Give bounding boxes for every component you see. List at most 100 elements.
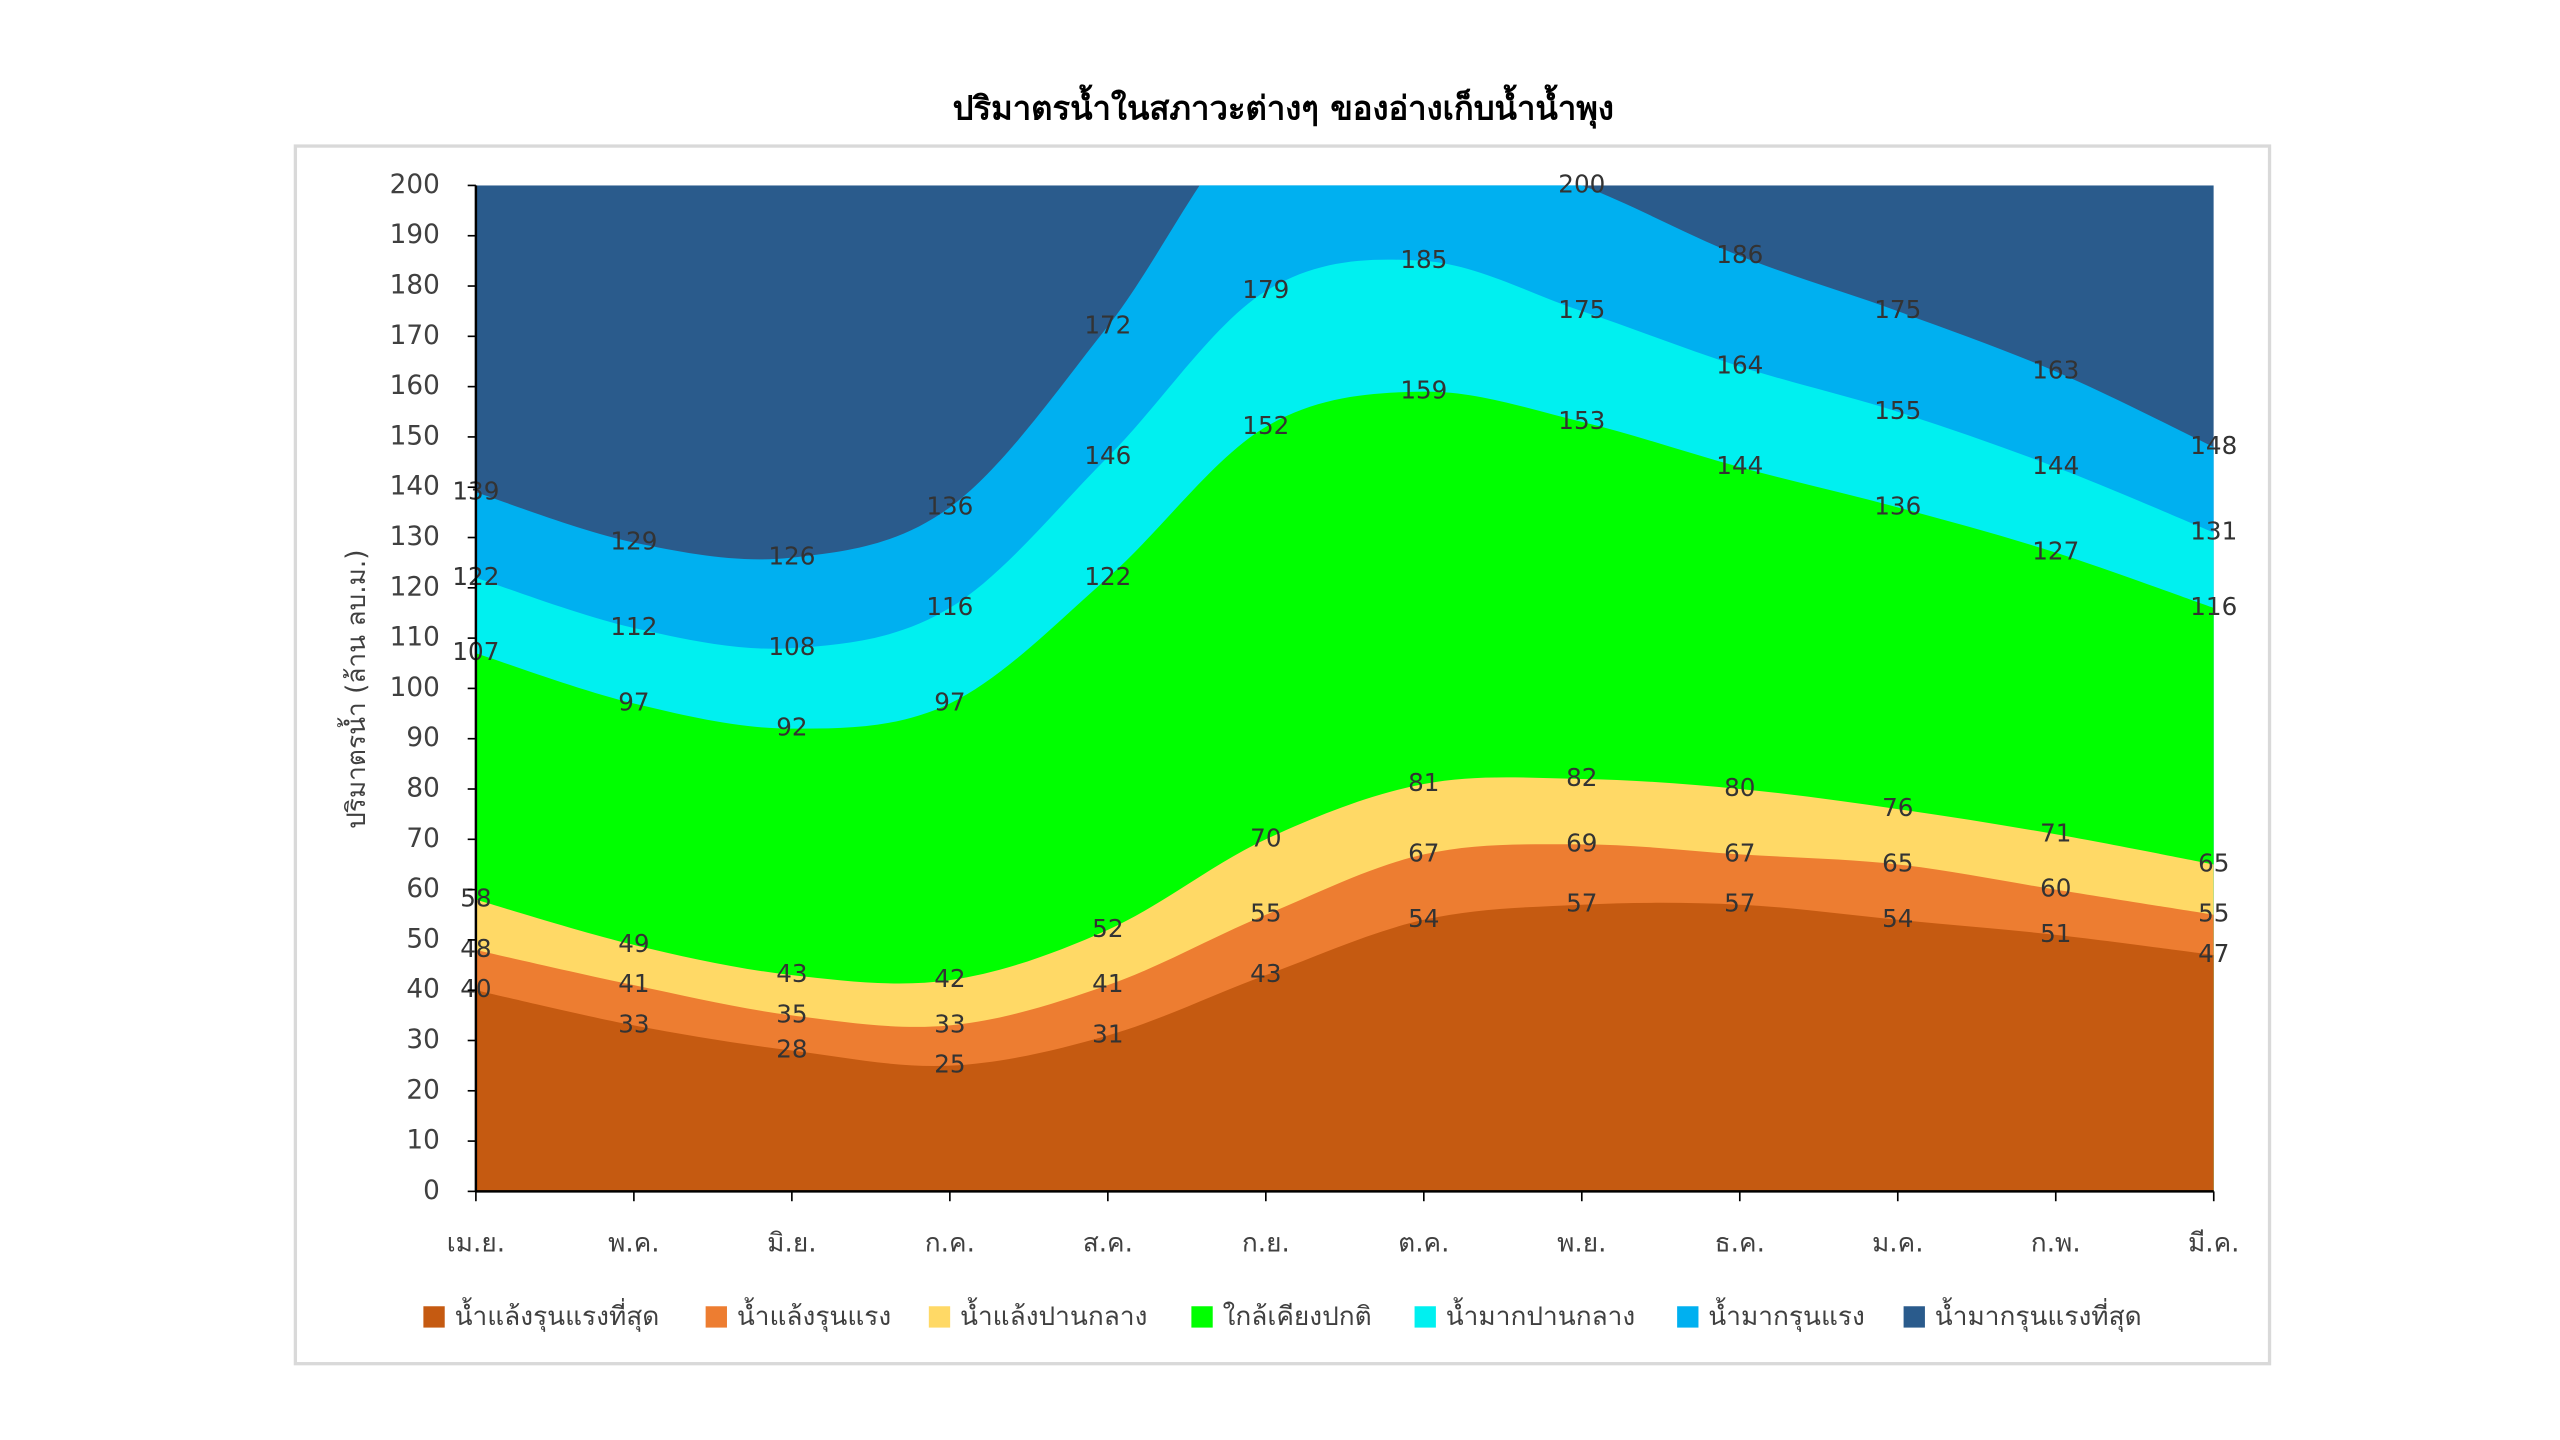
x-tick-label: มิ.ย. — [767, 1228, 816, 1258]
y-tick-label: 30 — [406, 1025, 439, 1055]
legend-label: ใกล้เคียงปกติ — [1223, 1301, 1372, 1332]
x-tick-label: ม.ค. — [1872, 1228, 1924, 1258]
legend-swatch — [928, 1306, 951, 1328]
data-label: 67 — [1408, 838, 1439, 867]
x-tick-label: ธ.ค. — [1715, 1228, 1765, 1258]
x-tick-label: ต.ค. — [1398, 1228, 1449, 1258]
x-tick-label: ก.พ. — [2031, 1228, 2081, 1258]
data-label: 60 — [2040, 874, 2071, 903]
y-tick-label: 200 — [390, 170, 440, 200]
data-label: 65 — [2198, 848, 2229, 877]
legend-swatch — [1414, 1306, 1436, 1328]
data-label: 163 — [2032, 356, 2079, 385]
data-label: 31 — [1092, 1019, 1123, 1048]
y-tick-label: 190 — [390, 220, 440, 250]
data-label: 108 — [768, 632, 815, 661]
data-label: 129 — [610, 527, 657, 556]
data-label: 92 — [776, 713, 807, 742]
legend-swatch — [705, 1306, 727, 1328]
y-tick-label: 70 — [406, 824, 439, 854]
data-label: 25 — [934, 1050, 965, 1079]
legend-swatch — [1677, 1306, 1699, 1328]
data-label: 43 — [1250, 959, 1281, 988]
data-label: 71 — [2040, 818, 2071, 847]
legend-label: น้ำมากรุนแรงที่สุด — [1935, 1297, 2142, 1332]
x-tick-label: ก.ย. — [1242, 1228, 1290, 1258]
data-label: 200 — [1558, 169, 1605, 198]
data-label: 175 — [1874, 295, 1921, 324]
data-label: 28 — [776, 1035, 807, 1064]
data-label: 164 — [1716, 351, 1763, 380]
data-label: 43 — [776, 959, 807, 988]
data-label: 70 — [1250, 823, 1281, 852]
data-label: 97 — [934, 687, 965, 716]
data-label: 41 — [618, 969, 649, 998]
data-label: 54 — [1882, 904, 1913, 933]
data-label: 185 — [1400, 245, 1447, 274]
data-label: 116 — [926, 592, 973, 621]
data-label: 136 — [1874, 491, 1921, 520]
y-tick-label: 110 — [390, 623, 440, 653]
y-tick-label: 90 — [406, 723, 439, 753]
data-label: 80 — [1724, 773, 1755, 802]
chart-title: ปริมาตรน้ำในสภาวะต่างๆ ของอ่างเก็บน้ำน้ำ… — [953, 83, 1614, 129]
legend-swatch — [1191, 1306, 1213, 1328]
data-label: 146 — [1084, 441, 1131, 470]
data-label: 122 — [1084, 562, 1131, 591]
data-label: 52 — [1092, 914, 1123, 943]
data-label: 57 — [1724, 889, 1755, 918]
y-tick-label: 150 — [390, 421, 440, 451]
x-tick-label: ก.ค. — [925, 1228, 975, 1258]
data-label: 47 — [2198, 939, 2229, 968]
y-tick-label: 60 — [406, 874, 439, 904]
legend-label: น้ำมากรุนแรง — [1708, 1297, 1865, 1332]
data-label: 67 — [1724, 838, 1755, 867]
y-tick-label: 100 — [390, 673, 440, 703]
y-tick-label: 180 — [390, 271, 440, 301]
data-label: 82 — [1566, 763, 1597, 792]
y-tick-label: 140 — [390, 472, 440, 502]
y-axis-label: ปริมาตรน้ำ (ล้าน ลบ.ม.) — [337, 550, 372, 829]
legend-swatch — [1903, 1306, 1925, 1328]
data-label: 172 — [1084, 310, 1131, 339]
y-tick-label: 80 — [406, 774, 439, 804]
x-tick-label: พ.ย. — [1557, 1228, 1606, 1258]
y-tick-label: 10 — [406, 1126, 439, 1156]
data-label: 152 — [1242, 411, 1289, 440]
data-label: 179 — [1242, 275, 1289, 304]
data-label: 159 — [1400, 376, 1447, 405]
legend-label: น้ำมากปานกลาง — [1446, 1297, 1636, 1332]
x-tick-label: มี.ค. — [2188, 1228, 2240, 1258]
y-tick-label: 120 — [390, 572, 440, 602]
data-label: 65 — [1882, 848, 1913, 877]
data-label: 112 — [610, 612, 657, 641]
data-label: 69 — [1566, 828, 1597, 857]
data-label: 153 — [1558, 406, 1605, 435]
data-label: 76 — [1882, 793, 1913, 822]
data-label: 148 — [2190, 431, 2237, 460]
data-label: 51 — [2040, 919, 2071, 948]
x-tick-label: ส.ค. — [1083, 1228, 1133, 1258]
legend-label: น้ำแล้งรุนแรง — [737, 1297, 891, 1332]
data-label: 97 — [618, 687, 649, 716]
data-label: 57 — [1566, 889, 1597, 918]
data-label: 131 — [2190, 516, 2237, 545]
y-tick-label: 160 — [390, 371, 440, 401]
areas — [475, 185, 2214, 1192]
data-label: 144 — [2032, 451, 2079, 480]
data-label: 127 — [2032, 537, 2079, 566]
data-label: 186 — [1716, 240, 1763, 269]
y-tick-label: 170 — [390, 321, 440, 351]
y-tick-label: 130 — [390, 522, 440, 552]
data-label: 144 — [1716, 451, 1763, 480]
data-label: 55 — [1250, 899, 1281, 928]
y-tick-label: 50 — [406, 924, 439, 954]
y-tick-label: 40 — [406, 975, 439, 1005]
x-tick-label: พ.ค. — [608, 1228, 660, 1258]
data-label: 175 — [1558, 295, 1605, 324]
data-label: 33 — [618, 1009, 649, 1038]
legend-label: น้ำแล้งปานกลาง — [960, 1297, 1147, 1332]
data-label: 136 — [926, 491, 973, 520]
